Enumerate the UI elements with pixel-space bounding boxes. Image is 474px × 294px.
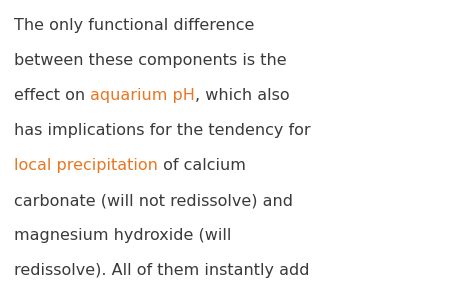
Text: The only functional difference: The only functional difference bbox=[14, 18, 255, 33]
Text: has implications for the tendency for: has implications for the tendency for bbox=[14, 123, 310, 138]
Text: of calcium: of calcium bbox=[158, 158, 246, 173]
Text: local precipitation: local precipitation bbox=[14, 158, 158, 173]
Text: carbonate (will not redissolve) and: carbonate (will not redissolve) and bbox=[14, 193, 293, 208]
Text: redissolve). All of them instantly add: redissolve). All of them instantly add bbox=[14, 263, 310, 278]
Text: between these components is the: between these components is the bbox=[14, 53, 287, 68]
Text: , which also: , which also bbox=[195, 88, 290, 103]
Text: effect on: effect on bbox=[14, 88, 90, 103]
Text: magnesium hydroxide (will: magnesium hydroxide (will bbox=[14, 228, 231, 243]
Text: aquarium pH: aquarium pH bbox=[90, 88, 195, 103]
